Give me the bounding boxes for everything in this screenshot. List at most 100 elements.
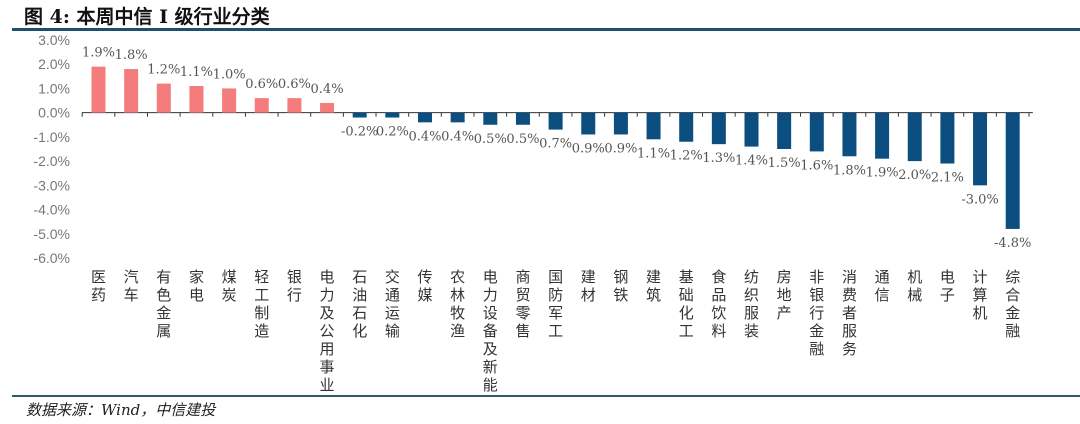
category-label: 通信 [875, 268, 890, 304]
category-label: 石油石化 [352, 268, 367, 340]
data-label: 0.4% [311, 82, 344, 97]
data-label: 0.6% [245, 77, 278, 92]
data-label: 0.4% [408, 129, 441, 144]
category-label: 医药 [91, 268, 106, 304]
bar-传媒 [418, 112, 432, 123]
category-label: 纺织服装 [744, 268, 759, 340]
bar-消费者服务 [842, 112, 857, 157]
y-tick-label: 1.0% [38, 80, 70, 96]
data-label: 1.1% [637, 146, 670, 161]
y-tick-label: 3.0% [38, 32, 70, 48]
category-label: 电力设备及新能源 [483, 268, 498, 395]
data-label: 2.0% [898, 168, 931, 183]
data-label: -4.8% [994, 236, 1031, 251]
data-label: 0.9% [604, 141, 637, 156]
bar-食品饮料 [711, 112, 726, 145]
category-label: 房地产 [777, 268, 792, 322]
data-label: 1.8% [115, 48, 148, 63]
data-label: 0.2% [376, 125, 409, 140]
category-label: 基础化工 [679, 268, 694, 340]
bar-纺织服装 [744, 112, 759, 147]
bar-煤炭 [222, 88, 237, 113]
data-label: 1.2% [147, 63, 180, 78]
bar-钢铁 [613, 112, 628, 135]
bar-电力及公用事业 [320, 102, 335, 113]
category-label: 传媒 [417, 268, 432, 304]
category-label: 综合金融 [1005, 268, 1020, 340]
bar-电子 [940, 112, 955, 164]
data-label: 1.9% [866, 166, 899, 181]
data-label: 0.4% [441, 129, 474, 144]
data-label: 1.2% [670, 149, 703, 164]
data-label: 1.6% [800, 158, 833, 173]
data-label: 1.9% [82, 46, 115, 61]
bar-交通运输 [385, 112, 400, 118]
category-label: 建材 [581, 268, 596, 304]
y-tick-label: -1.0% [33, 129, 70, 145]
category-label: 有色金属 [156, 268, 171, 340]
data-label: 1.1% [180, 65, 213, 80]
bar-石油石化 [352, 112, 367, 118]
category-label: 家电 [189, 268, 204, 304]
bar-基础化工 [679, 112, 694, 142]
data-label: 2.1% [931, 171, 964, 186]
y-tick-label: -6.0% [33, 250, 70, 266]
y-tick-label: 0.0% [38, 105, 70, 121]
bar-房地产 [777, 112, 792, 149]
bar-非银行金融 [809, 112, 824, 152]
category-label: 建筑 [646, 268, 661, 304]
data-label: -0.2% [341, 125, 378, 140]
data-label: 0.7% [539, 137, 572, 152]
bar-农林牧渔 [450, 112, 465, 123]
source-note: 数据来源：Wind，中信建投 [26, 401, 216, 419]
bar-通信 [875, 112, 890, 159]
category-label: 农林牧渔 [450, 268, 465, 340]
bar-商贸零售 [515, 112, 530, 125]
bar-医药 [91, 66, 106, 113]
data-label: 1.8% [833, 163, 866, 178]
bar-计算机 [973, 112, 988, 186]
data-label: 0.6% [278, 77, 311, 92]
bar-机械 [907, 112, 922, 162]
category-label: 国防军工 [548, 268, 563, 340]
bar-汽车 [124, 69, 139, 113]
bar-建筑 [646, 112, 661, 140]
bar-电力设备及新能源 [483, 112, 498, 125]
category-label: 煤炭 [222, 268, 237, 304]
y-tick-label: -2.0% [33, 153, 70, 169]
bar-家电 [189, 86, 204, 113]
category-label: 钢铁 [613, 268, 628, 304]
category-label: 食品饮料 [711, 268, 726, 340]
y-tick-label: -5.0% [33, 226, 70, 242]
category-label: 消费者服务 [842, 268, 857, 358]
bar-chart: 3.0% 2.0% 1.0% 0.0% -1.0% -2.0% -3.0% -4.0% -5.0… [33, 32, 1033, 395]
data-label: 0.9% [572, 141, 605, 156]
y-tick-label: -4.0% [33, 202, 70, 218]
category-label: 银行 [287, 268, 302, 304]
y-tick-label: 2.0% [38, 56, 70, 72]
data-label: 0.5% [506, 132, 539, 147]
category-label: 电力及公用事业 [320, 268, 335, 394]
category-label: 非银行金融 [809, 268, 824, 358]
category-label: 电子 [940, 268, 955, 304]
bar-有色金属 [156, 83, 171, 113]
data-label: 1.5% [768, 156, 801, 171]
title-divider [12, 28, 1080, 31]
data-label: 1.3% [702, 151, 735, 166]
bar-建材 [581, 112, 596, 135]
bar-银行 [287, 98, 302, 113]
data-label: 0.5% [474, 132, 507, 147]
category-label: 交通运输 [385, 268, 400, 340]
bar-综合金融 [1005, 112, 1020, 229]
category-label: 轻工制造 [254, 268, 269, 340]
category-label: 计算机 [973, 268, 988, 322]
category-label: 汽车 [124, 268, 139, 304]
data-label: 1.0% [213, 67, 246, 82]
y-tick-label: -3.0% [33, 177, 70, 193]
category-label: 机械 [907, 268, 922, 304]
data-label: -3.0% [961, 192, 998, 207]
category-label: 商贸零售 [515, 268, 530, 340]
bar-国防军工 [548, 112, 563, 130]
bar-轻工制造 [254, 98, 269, 113]
source-divider [12, 395, 1080, 397]
